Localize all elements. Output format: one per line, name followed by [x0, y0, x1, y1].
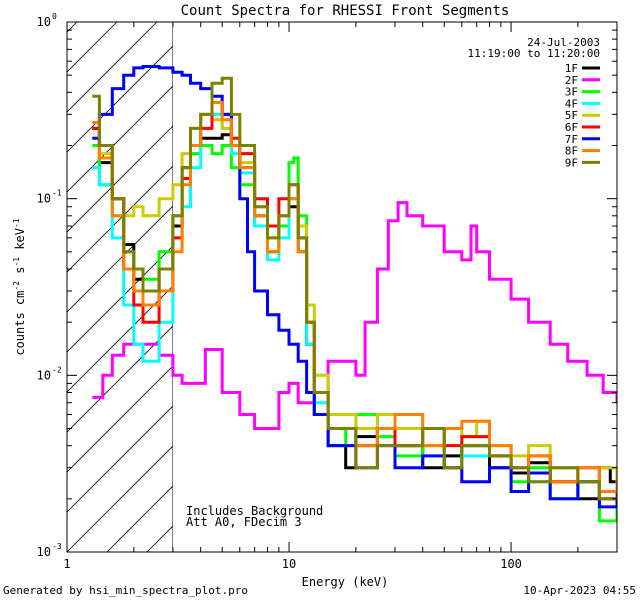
y-axis-label: counts cm-2 s-1 keV-1: [12, 218, 27, 355]
legend-label-3F: 3F: [565, 86, 578, 99]
series-group: [92, 65, 617, 523]
legend-label-8F: 8F: [565, 145, 578, 158]
legend-label-4F: 4F: [565, 97, 578, 110]
series-line-2F: [92, 201, 617, 430]
legend-label-5F: 5F: [565, 109, 578, 122]
annotation-attenuator: Att A0, FDecim 3: [186, 515, 302, 529]
y-axis-label-part: s: [13, 267, 27, 281]
y-tick-label: 10: [37, 368, 51, 382]
series-line-9F: [92, 76, 617, 501]
footer-generated-by: Generated by hsi_min_spectra_plot.pro: [3, 584, 248, 597]
y-axis-label-part: -2: [12, 281, 21, 291]
series-line-7F: [92, 65, 617, 509]
time-range-label: 11:19:00 to 11:20:00: [468, 47, 600, 60]
y-tick-exponent: -1: [52, 189, 62, 198]
x-tick-label: 1: [63, 557, 70, 571]
hatch-line: [67, 365, 173, 473]
plot-frame: [66, 21, 618, 553]
series-line-5F: [92, 112, 617, 484]
x-tick-label: 100: [500, 557, 522, 571]
y-tick-label: 10: [37, 15, 51, 29]
y-tick-label: 10: [37, 192, 51, 206]
y-tick-exponent: 0: [52, 12, 57, 21]
hatch-line: [67, 85, 173, 193]
y-tick-exponent: -2: [52, 365, 62, 374]
y-axis-label-part: counts cm: [13, 291, 27, 356]
chart-title: Count Spectra for RHESSI Front Segments: [181, 3, 510, 19]
hatch-line: [67, 405, 173, 513]
hatch-line: [67, 125, 173, 233]
hatch-line: [67, 22, 158, 113]
legend-label-2F: 2F: [565, 74, 578, 87]
legend-label-6F: 6F: [565, 121, 578, 134]
hatch-line: [67, 45, 173, 153]
y-axis-label-part: keV: [13, 228, 27, 257]
y-axis-label-part: -1: [12, 218, 21, 228]
x-tick-label: 10: [282, 557, 296, 571]
date-label: 24-Jul-2003: [527, 36, 600, 49]
x-axis-label: Energy (keV): [302, 575, 389, 589]
hatch-line: [67, 205, 173, 313]
legend-label-1F: 1F: [565, 62, 578, 75]
y-axis-label-part: -1: [12, 257, 21, 267]
legend-label-9F: 9F: [565, 156, 578, 169]
hatch-line: [106, 485, 173, 552]
hatch-line: [67, 245, 173, 353]
annotation-background: Includes Background: [186, 504, 323, 518]
hatch-line: [67, 445, 173, 552]
hatch-line: [67, 325, 173, 433]
y-tick-label: 10: [37, 545, 51, 559]
y-tick-exponent: -3: [52, 542, 62, 551]
legend-label-7F: 7F: [565, 133, 578, 146]
footer-timestamp: 10-Apr-2023 04:55: [523, 584, 636, 597]
